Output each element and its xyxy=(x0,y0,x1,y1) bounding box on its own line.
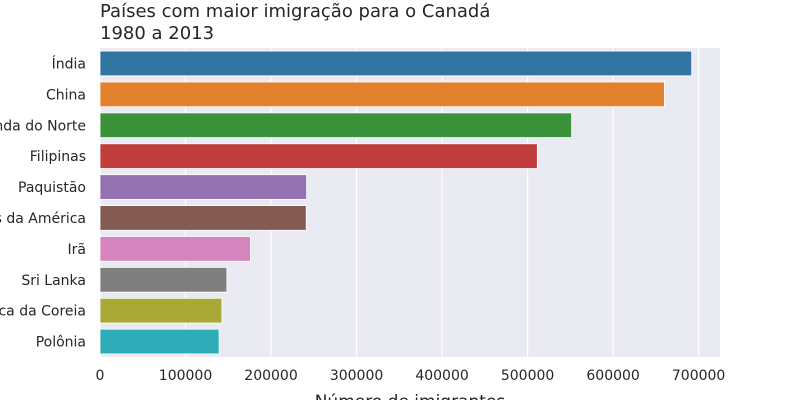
y-tick-label: Reino Unido da Grã-Bretanha e Irlanda do… xyxy=(0,118,86,134)
y-tick-label: Filipinas xyxy=(30,149,86,165)
bar xyxy=(99,297,223,324)
x-tick-label: 300000 xyxy=(330,368,383,384)
y-tick-label: Sri Lanka xyxy=(21,273,86,289)
y-tick-label: República da Coreia xyxy=(0,304,86,320)
y-tick-label: Irã xyxy=(68,242,86,258)
bar xyxy=(99,112,573,139)
bar xyxy=(99,174,308,200)
y-tick-label: Estados Unidos da América xyxy=(0,211,86,227)
chart-title-line-1: Países com maior imigração para o Canadá xyxy=(100,1,491,22)
x-tick-label: 400000 xyxy=(415,368,468,384)
chart-title-line-2: 1980 a 2013 xyxy=(100,23,215,44)
x-tick-labels: 0 100000 200000 300000 400000 500000 600000 700… xyxy=(96,368,726,384)
bars xyxy=(99,50,693,355)
y-tick-label: Paquistão xyxy=(18,180,86,196)
bar xyxy=(99,266,228,293)
bar xyxy=(99,143,538,169)
x-tick-label: 600000 xyxy=(586,368,639,384)
x-tick-label: 0 xyxy=(96,368,105,384)
bar xyxy=(99,205,307,231)
y-tick-label: Polônia xyxy=(36,335,86,351)
y-tick-label: China xyxy=(46,87,86,103)
x-tick-label: 200000 xyxy=(244,368,297,384)
bar xyxy=(99,236,251,262)
bar xyxy=(99,328,220,355)
x-tick-label: 100000 xyxy=(159,368,212,384)
x-axis-label: Número de imigrantes xyxy=(315,392,506,400)
bar xyxy=(99,81,665,108)
x-tick-label: 500000 xyxy=(501,368,554,384)
bar xyxy=(99,50,693,77)
y-tick-label: Índia xyxy=(52,55,86,72)
x-tick-label: 700000 xyxy=(672,368,725,384)
y-tick-labels: Índia China Reino Unido da Grã-Bretanha e … xyxy=(0,55,86,350)
